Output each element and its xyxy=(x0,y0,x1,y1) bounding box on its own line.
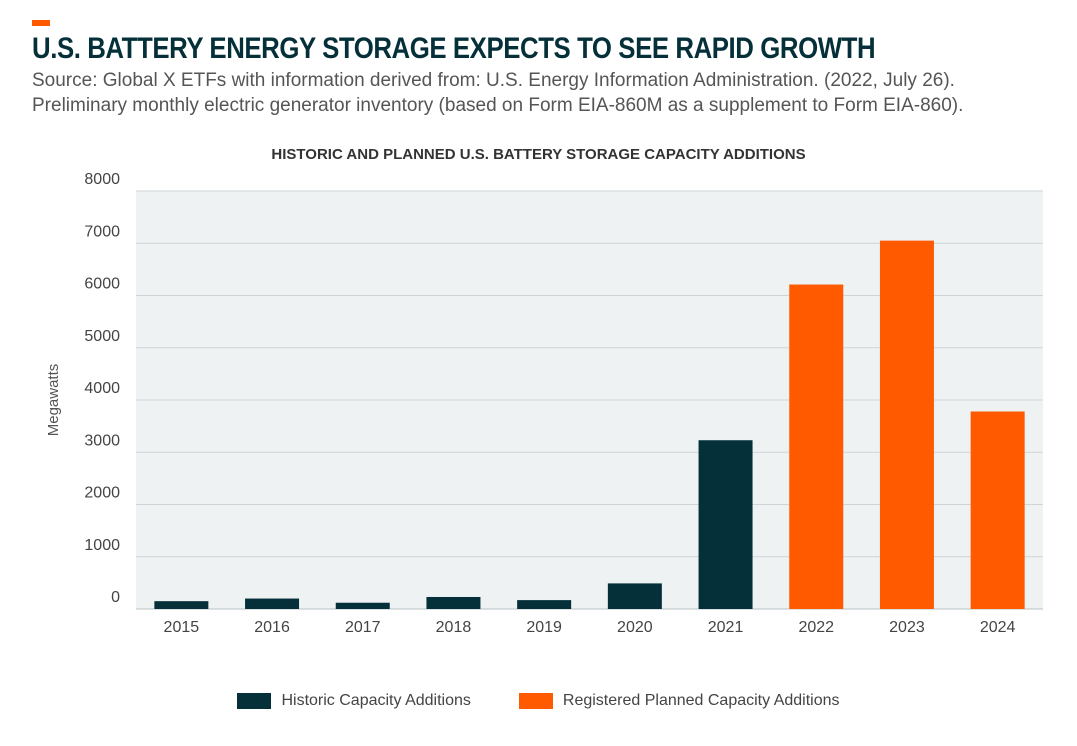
x-tick-label: 2024 xyxy=(980,619,1016,636)
x-tick-label: 2018 xyxy=(436,619,472,636)
x-tick-label: 2019 xyxy=(526,619,562,636)
y-tick-label: 5000 xyxy=(84,328,120,345)
x-tick-label: 2022 xyxy=(798,619,834,636)
bar-historic xyxy=(517,600,572,609)
source-note: Source: Global X ETFs with information d… xyxy=(32,68,1032,118)
bar-historic xyxy=(245,598,300,609)
legend-swatch-planned xyxy=(518,693,553,709)
source-line-2: Preliminary monthly electric generator i… xyxy=(32,95,964,116)
y-tick-label: 6000 xyxy=(84,276,120,293)
bar-historic xyxy=(698,440,753,609)
bar-planned xyxy=(789,284,844,609)
bar-planned xyxy=(970,411,1025,609)
legend-swatch-historic xyxy=(237,693,272,709)
y-tick-label: 1000 xyxy=(84,537,120,554)
y-tick-label: 8000 xyxy=(84,171,120,188)
x-tick-label: 2016 xyxy=(254,619,290,636)
legend-label-historic: Historic Capacity Additions xyxy=(281,692,471,709)
bar-planned xyxy=(879,240,934,609)
legend-item-planned: Registered Planned Capacity Additions xyxy=(518,692,840,710)
bar-historic xyxy=(426,596,481,609)
legend-item-historic: Historic Capacity Additions xyxy=(237,692,471,710)
accent-bar xyxy=(32,20,50,26)
bar-historic xyxy=(607,583,662,609)
x-tick-label: 2023 xyxy=(889,619,925,636)
y-tick-label: 3000 xyxy=(84,432,120,449)
y-axis-label: Megawatts xyxy=(45,364,62,437)
x-tick-label: 2017 xyxy=(345,619,381,636)
x-tick-label: 2015 xyxy=(164,619,200,636)
page-title: U.S. BATTERY ENERGY STORAGE EXPECTS TO S… xyxy=(32,32,876,65)
bar-historic xyxy=(335,602,390,609)
y-tick-label: 7000 xyxy=(84,223,120,240)
legend-label-planned: Registered Planned Capacity Additions xyxy=(562,692,840,709)
y-tick-label: 0 xyxy=(111,589,120,606)
chart-title: HISTORIC AND PLANNED U.S. BATTERY STORAG… xyxy=(271,146,806,163)
source-line-1: Source: Global X ETFs with information d… xyxy=(32,70,955,91)
y-tick-label: 4000 xyxy=(84,380,120,397)
x-tick-label: 2020 xyxy=(617,619,653,636)
x-tick-label: 2021 xyxy=(708,619,744,636)
y-tick-label: 2000 xyxy=(84,485,120,502)
bar-historic xyxy=(154,601,209,609)
legend: Historic Capacity Additions Registered P… xyxy=(0,692,1077,710)
